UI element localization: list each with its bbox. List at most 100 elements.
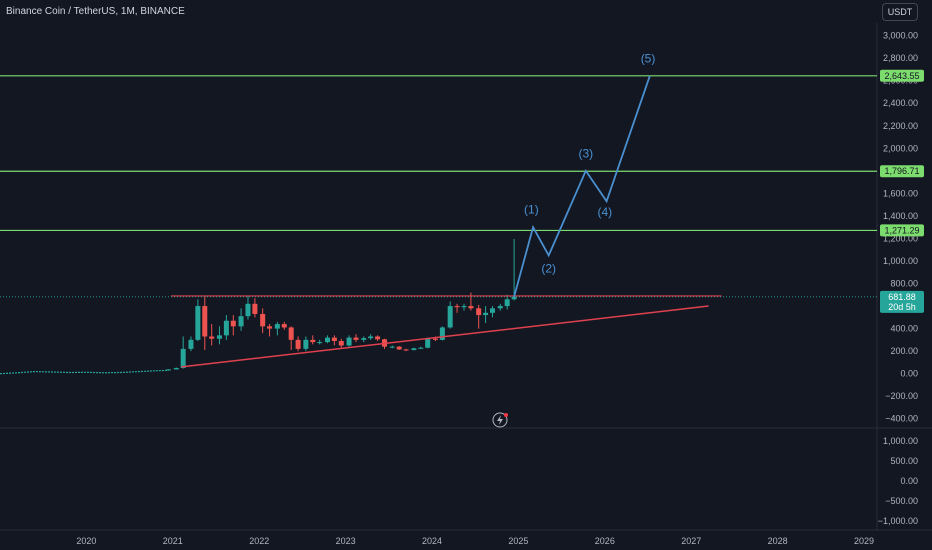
candle	[230, 315, 236, 336]
candle-body	[468, 306, 474, 309]
candle-body	[439, 327, 445, 340]
price-tick-label: 1,200.00	[883, 233, 918, 243]
candle	[411, 347, 417, 351]
candle	[173, 367, 179, 370]
candle-body	[454, 306, 460, 308]
candle	[511, 239, 517, 301]
price-tick-label: 2,800.00	[883, 53, 918, 63]
indicator-tick-label: −500.00	[885, 496, 918, 506]
candle-body	[411, 348, 417, 350]
level-price-badge	[880, 69, 924, 82]
candle-body	[245, 303, 251, 317]
candle-body	[281, 324, 287, 328]
candle	[468, 292, 474, 311]
candle-body	[504, 299, 510, 307]
currency-button[interactable]: USDT	[882, 3, 918, 21]
wave-label: (1)	[524, 203, 539, 217]
candle	[195, 299, 201, 341]
countdown-label: 20d 5h	[888, 302, 916, 312]
price-tick-label: 1,400.00	[883, 211, 918, 221]
candle	[238, 308, 244, 331]
candle-body	[432, 338, 438, 340]
candle	[353, 334, 359, 343]
indicator-tick-label: 0.00	[900, 476, 918, 486]
candle-body	[165, 369, 171, 371]
candle-body	[447, 306, 453, 328]
price-tick-label: 2,000.00	[883, 143, 918, 153]
candle	[361, 336, 367, 343]
candle-body	[202, 306, 208, 337]
replay-icon[interactable]	[492, 412, 508, 428]
candle	[274, 321, 280, 336]
candle	[317, 339, 323, 345]
candle-body	[338, 340, 344, 346]
price-tick-label: 0.00	[900, 369, 918, 379]
candle-body	[230, 320, 236, 327]
candle-body	[346, 337, 352, 346]
candle	[202, 295, 208, 350]
candle	[245, 295, 251, 320]
candle-body	[396, 346, 402, 350]
candle	[223, 315, 229, 340]
candle-body	[216, 335, 222, 339]
time-tick-label: 2027	[681, 536, 701, 546]
wave-label: (3)	[578, 146, 593, 160]
time-tick-label: 2020	[76, 536, 96, 546]
candle-body	[209, 336, 215, 339]
time-axis[interactable]: 2020 2021 2022 2023 2024 2025 2026 2027 2028 2029	[76, 536, 874, 546]
candle	[461, 303, 467, 311]
price-axis[interactable]: 3,000.002,800.002,600.002,400.002,200.00…	[880, 31, 924, 424]
candle-body	[195, 306, 201, 340]
candle	[375, 335, 381, 341]
candle	[252, 298, 258, 318]
time-tick-label: 2026	[595, 536, 615, 546]
price-tick-label: 800.00	[890, 279, 918, 289]
price-tick-label: −200.00	[885, 391, 918, 401]
candle	[288, 326, 294, 350]
candle	[447, 301, 453, 329]
support-trendline	[181, 305, 709, 368]
price-tick-label: 200.00	[890, 346, 918, 356]
indicator-tick-label: 1,000.00	[883, 436, 918, 446]
level-price-badge-label: 2,643.55	[884, 71, 919, 81]
candle	[209, 324, 215, 346]
candle	[490, 306, 496, 318]
candle	[425, 337, 431, 349]
wave-label: (5)	[641, 52, 656, 66]
indicator-axis: 1,000.00 500.00 0.00 −500.00 −1,000.00	[878, 436, 918, 526]
candle	[338, 338, 344, 348]
candle-body	[461, 306, 467, 308]
candle-body	[303, 339, 309, 349]
indicator-tick-label: 500.00	[890, 456, 918, 466]
candle	[267, 324, 273, 337]
candle	[497, 303, 503, 311]
candle-body	[511, 296, 517, 300]
symbol-title: Binance Coin / TetherUS, 1M, BINANCE	[6, 6, 185, 17]
candle	[180, 336, 186, 369]
early-price-line	[0, 369, 169, 375]
last-price-label: 681.88	[888, 292, 916, 302]
candle	[295, 336, 301, 352]
candle-body	[497, 306, 503, 309]
candle-body	[368, 336, 374, 339]
candle	[504, 294, 510, 310]
candle	[165, 369, 171, 371]
level-price-badge	[880, 224, 924, 237]
price-tick-label: 2,200.00	[883, 121, 918, 131]
elliott-wave-projection	[513, 75, 651, 298]
time-tick-label: 2029	[854, 536, 874, 546]
candle-body	[180, 348, 186, 369]
time-tick-label: 2024	[422, 536, 442, 546]
candle-body	[252, 303, 258, 314]
candle	[281, 321, 287, 330]
candle-body	[260, 313, 266, 327]
candle-body	[188, 339, 194, 349]
candle-body	[324, 337, 330, 343]
candle-body	[267, 326, 273, 329]
candle	[216, 326, 222, 345]
candle	[418, 346, 424, 349]
candle	[188, 336, 194, 352]
candle-body	[288, 327, 294, 340]
indicator-tick-label: −1,000.00	[878, 516, 918, 526]
